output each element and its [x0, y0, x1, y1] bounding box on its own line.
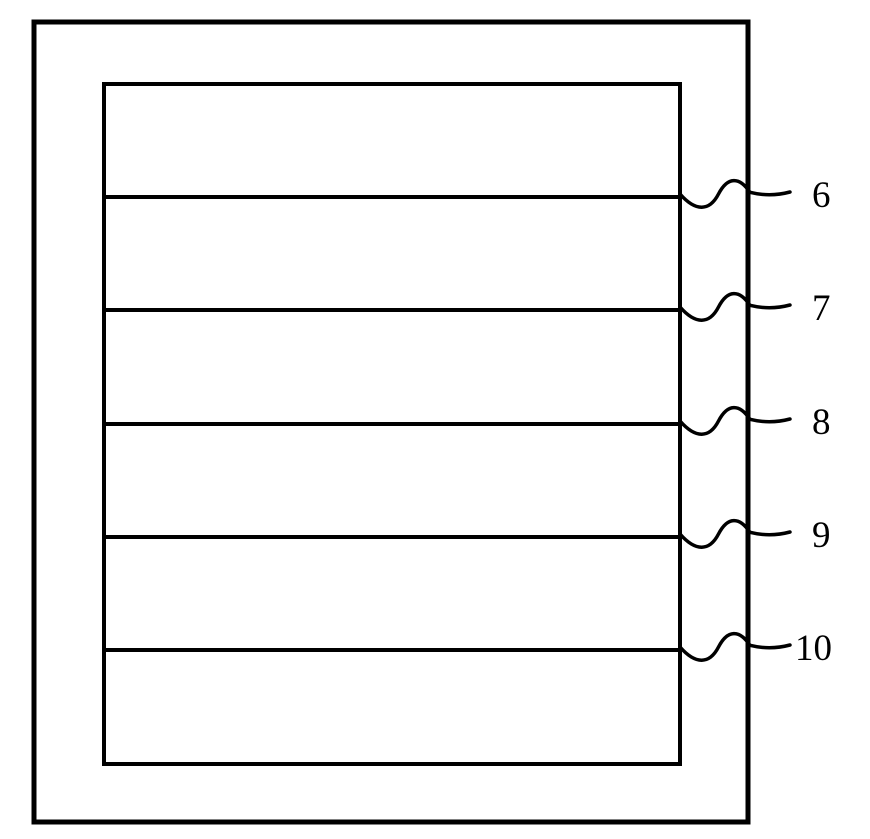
leader-curve: [680, 634, 790, 661]
callout-label: 9: [812, 515, 831, 556]
callout-label: 7: [812, 288, 831, 329]
leader-curve: [680, 181, 790, 208]
leader-curve: [680, 521, 790, 548]
callout-label: 6: [812, 175, 831, 216]
callout-label: 8: [812, 402, 831, 443]
callout-label: 10: [795, 628, 832, 669]
leader-curve: [680, 294, 790, 321]
leader-curve: [680, 408, 790, 435]
